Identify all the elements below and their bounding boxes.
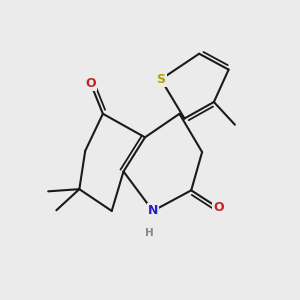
Text: H: H: [146, 228, 154, 238]
Text: O: O: [85, 77, 96, 90]
Text: N: N: [148, 205, 158, 218]
Text: O: O: [213, 201, 224, 214]
Text: S: S: [156, 73, 165, 86]
